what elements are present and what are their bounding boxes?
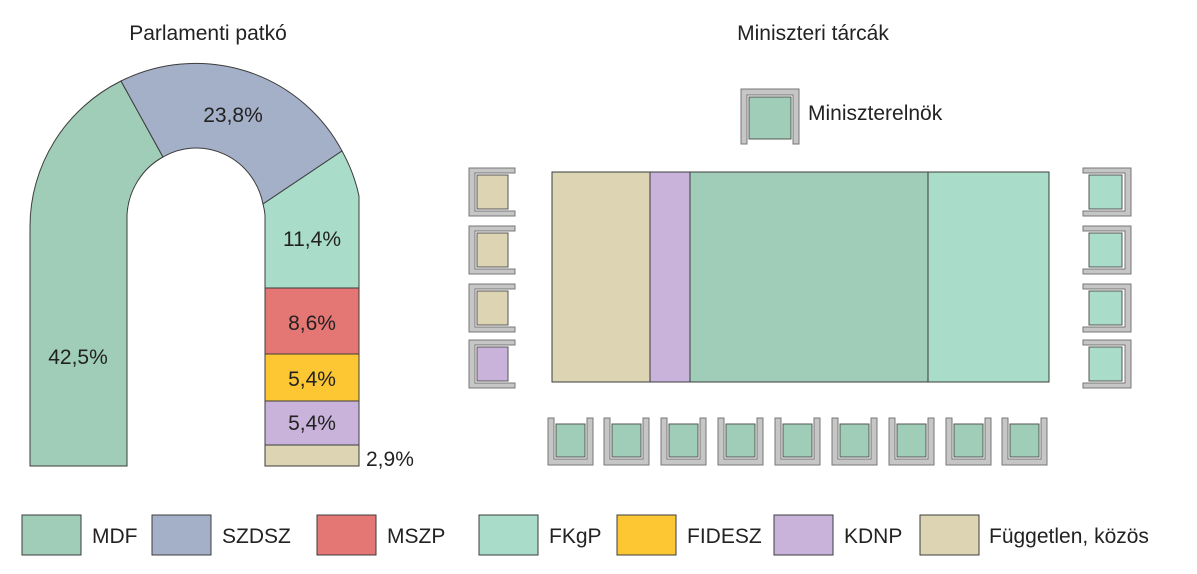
bottom-chair-4 [717, 417, 764, 466]
fidesz-segment [264, 353, 360, 402]
legend-swatch-fuggetlen [919, 514, 980, 556]
left-chair-3 [468, 283, 516, 333]
fuggetlen-segment [264, 444, 360, 467]
legend-label-kdnp: KDNP [844, 525, 902, 548]
legend-label-fkgp: FKgP [549, 525, 602, 548]
left-panel-title: Parlamenti patkó [129, 22, 287, 45]
bottom-chair-2 [603, 417, 650, 466]
bottom-chair-7 [888, 417, 935, 466]
bottom-chair-3 [660, 417, 707, 466]
right-chairs [1082, 167, 1132, 389]
legend-label-mszp: MSZP [387, 525, 445, 548]
bottom-chair-8 [945, 417, 992, 466]
right-chair-1 [1082, 167, 1132, 217]
legend-swatch-mszp [316, 514, 377, 556]
kdnp-label: 5,4% [288, 412, 336, 435]
right-panel-title: Miniszteri tárcák [737, 22, 889, 45]
fidesz-label: 5,4% [288, 368, 336, 391]
prime-minister-chair [740, 88, 800, 145]
left-chair-2 [468, 225, 516, 275]
cabinet-table [551, 171, 1050, 383]
bottom-chair-1 [547, 417, 594, 466]
legend-swatch-kdnp [773, 514, 834, 556]
legend-swatch-szdsz [151, 514, 212, 556]
mszp-label: 8,6% [288, 312, 336, 335]
bottom-chair-9 [1001, 417, 1048, 466]
mdf-label: 42,5% [48, 346, 108, 369]
prime-minister-label: Miniszterelnök [808, 102, 943, 125]
mdf-segment [29, 80, 164, 467]
legend-label-fuggetlen: Független, közös [989, 525, 1149, 548]
legend-swatch-fkgp [478, 514, 539, 556]
bottom-chair-6 [831, 417, 878, 466]
legend-swatch-fidesz [616, 514, 677, 556]
legend-label-szdsz: SZDSZ [222, 525, 291, 548]
right-chair-2 [1082, 225, 1132, 275]
szdsz-segment [120, 62, 343, 205]
fuggetlen-label: 2,9% [366, 448, 414, 471]
right-chair-4 [1082, 339, 1132, 389]
mszp-segment [264, 287, 360, 355]
left-chairs [468, 167, 516, 389]
left-chair-4 [468, 339, 516, 389]
legend-label-mdf: MDF [92, 525, 138, 548]
fkgp-label: 11,4% [283, 228, 341, 251]
szdsz-label: 23,8% [203, 104, 263, 127]
right-chair-3 [1082, 283, 1132, 333]
bottom-chairs [547, 417, 1048, 466]
legend-swatch-mdf [21, 514, 82, 556]
legend-label-fidesz: FIDESZ [687, 525, 762, 548]
legend: MDF SZDSZ MSZP FKgP FIDESZ KDNP Függetle… [21, 514, 1149, 556]
bottom-chair-5 [774, 417, 821, 466]
left-chair-1 [468, 167, 516, 217]
